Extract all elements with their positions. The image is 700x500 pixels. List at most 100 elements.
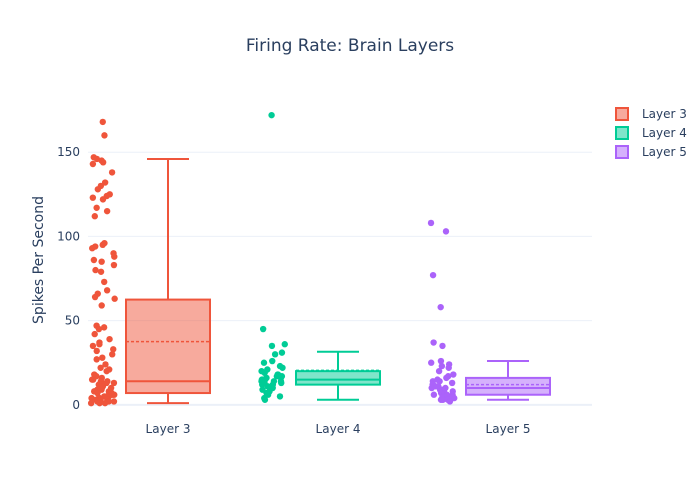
data-point <box>91 293 99 301</box>
data-point <box>437 303 444 311</box>
data-point <box>96 399 103 407</box>
data-point <box>101 399 109 407</box>
data-point <box>106 335 113 343</box>
data-point <box>260 359 268 366</box>
data-point <box>89 342 97 350</box>
data-point <box>110 398 118 405</box>
data-point <box>110 261 118 269</box>
x-tick-label: Layer 5 <box>486 422 531 436</box>
data-point <box>430 339 437 346</box>
x-tick-label: Layer 3 <box>146 422 191 436</box>
data-point <box>93 356 100 363</box>
data-point <box>90 256 98 264</box>
data-point <box>97 364 104 371</box>
data-point <box>281 341 288 348</box>
data-point <box>435 367 443 375</box>
data-point <box>100 324 108 331</box>
data-point <box>101 132 108 139</box>
legend-label: Layer 3 <box>642 107 687 121</box>
data-point <box>111 253 118 260</box>
data-point <box>101 179 109 186</box>
data-point <box>448 379 456 387</box>
plot-area <box>87 111 551 407</box>
iqr-box <box>465 376 551 396</box>
data-point <box>94 389 101 397</box>
data-point <box>276 393 284 400</box>
data-point <box>88 376 96 383</box>
data-point <box>103 367 110 375</box>
legend-label: Layer 4 <box>642 126 687 140</box>
data-point <box>91 213 98 220</box>
y-tick-label: 0 <box>72 398 80 412</box>
data-point <box>436 378 443 385</box>
data-point <box>108 169 116 176</box>
data-point <box>111 295 118 302</box>
x-tick-label: Layer 4 <box>316 422 361 436</box>
data-point <box>278 379 285 387</box>
data-point <box>99 241 106 249</box>
data-point <box>98 302 105 309</box>
data-point <box>438 362 446 370</box>
data-point <box>103 287 111 294</box>
data-point <box>442 228 450 235</box>
data-point <box>97 268 105 275</box>
data-point <box>269 357 276 365</box>
data-point <box>278 349 286 356</box>
box-trace-layer-5 <box>427 219 551 405</box>
data-point <box>439 342 446 350</box>
data-point <box>443 374 450 382</box>
data-point <box>261 369 268 377</box>
data-point <box>109 351 116 358</box>
y-tick-label: 100 <box>57 229 80 243</box>
legend-swatch <box>615 107 629 121</box>
box-trace-layer-4 <box>258 111 381 403</box>
data-point <box>96 341 103 348</box>
data-point <box>99 159 107 166</box>
data-point <box>450 371 457 378</box>
data-point <box>99 354 106 361</box>
data-point <box>87 399 95 407</box>
data-point <box>429 271 437 279</box>
data-point <box>91 330 98 338</box>
data-point <box>101 278 108 286</box>
box-trace-layer-3 <box>87 118 211 407</box>
iqr-box <box>295 370 381 386</box>
data-point <box>89 194 97 201</box>
data-point <box>271 351 279 358</box>
data-point <box>430 391 438 398</box>
data-point <box>99 196 107 203</box>
data-point <box>89 245 96 252</box>
data-point <box>439 396 447 403</box>
data-point <box>93 347 100 355</box>
y-axis-ticks: 0 50 100 150 <box>57 145 80 412</box>
data-point <box>110 379 118 387</box>
data-point <box>261 396 269 403</box>
data-point <box>103 207 111 215</box>
legend: Layer 3 Layer 4 Layer 5 <box>615 107 687 159</box>
data-point <box>259 325 267 333</box>
data-point <box>446 398 454 405</box>
x-axis-ticks: Layer 3 Layer 4 Layer 5 <box>146 422 531 436</box>
y-tick-label: 50 <box>65 314 80 328</box>
data-point <box>268 111 275 119</box>
data-point <box>279 364 286 371</box>
data-point <box>102 361 109 368</box>
legend-label: Layer 5 <box>642 145 687 159</box>
data-point <box>99 118 106 126</box>
data-point <box>437 357 445 365</box>
legend-swatch <box>615 126 629 140</box>
data-point <box>94 186 102 193</box>
data-point <box>89 160 97 168</box>
chart-title: Firing Rate: Brain Layers <box>246 36 454 56</box>
data-point <box>264 383 271 390</box>
y-axis-label: Spikes Per Second <box>31 196 47 324</box>
data-point <box>428 359 435 366</box>
data-point <box>259 381 266 388</box>
data-point <box>268 342 276 350</box>
iqr-box <box>125 298 211 395</box>
data-point <box>95 325 103 333</box>
data-point <box>427 219 435 227</box>
y-tick-label: 150 <box>57 145 80 159</box>
